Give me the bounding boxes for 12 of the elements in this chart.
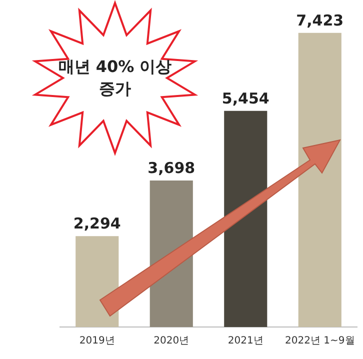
x-tick-label: 2019년 — [79, 336, 115, 347]
bar — [224, 110, 268, 327]
data-label: 2,294 — [73, 214, 121, 232]
x-tick-label: 2021년 — [228, 336, 264, 347]
data-label: 7,423 — [296, 11, 344, 30]
bar — [76, 236, 119, 327]
x-tick-label: 2022년 1~9월 — [285, 336, 355, 347]
data-label: 5,454 — [222, 89, 270, 108]
annotation: 매년 40% 이상 증가 — [57, 56, 173, 100]
bar — [298, 32, 342, 327]
x-tick-label: 2020년 — [154, 336, 190, 347]
data-label: 3,698 — [148, 158, 196, 177]
